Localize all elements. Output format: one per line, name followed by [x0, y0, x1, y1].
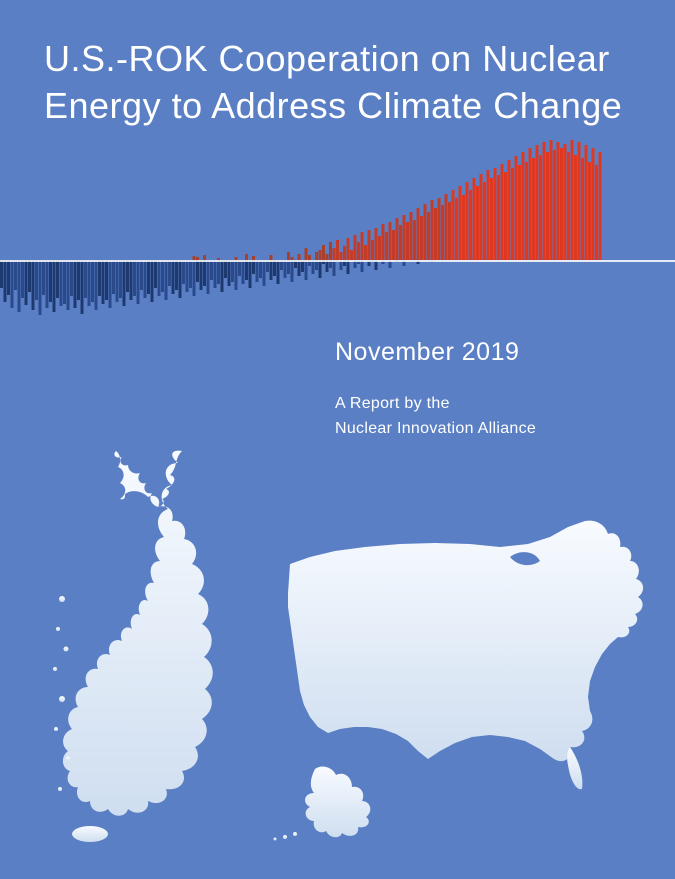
report-title: U.S.-ROK Cooperation on Nuclear Energy t… — [44, 36, 645, 130]
usa-map — [274, 521, 644, 841]
subtitle-line-1: A Report by the — [335, 395, 450, 412]
climate-bar-chart — [0, 140, 675, 360]
report-subtitle: A Report by the Nuclear Innovation Allia… — [335, 392, 536, 442]
south-korea-map — [53, 451, 213, 842]
country-maps — [40, 449, 655, 849]
report-date: November 2019 — [335, 338, 519, 367]
subtitle-line-2: Nuclear Innovation Alliance — [335, 420, 536, 437]
chart-baseline — [0, 260, 675, 262]
